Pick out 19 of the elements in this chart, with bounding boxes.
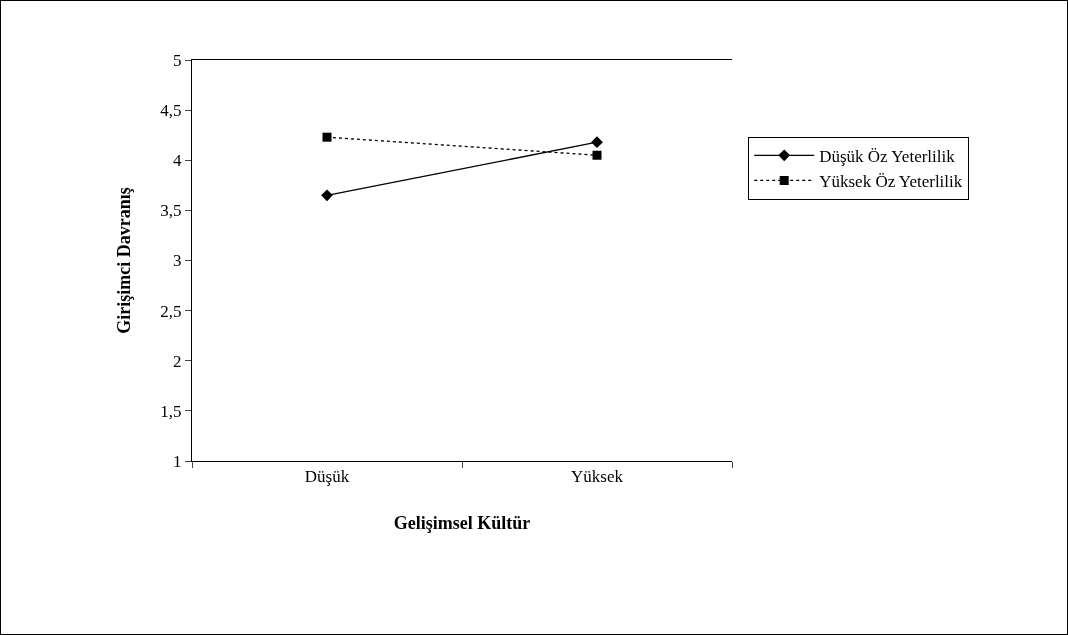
point	[322, 132, 332, 142]
point	[591, 136, 603, 149]
y-tick-label: 5	[173, 50, 182, 70]
legend-label: Yüksek Öz Yeterlilik	[819, 172, 963, 192]
y-axis-title: Girişimci Davranış	[113, 187, 134, 334]
x-axis-title: Gelişimsel Kültür	[393, 512, 531, 533]
y-tick-label: 3	[173, 251, 182, 271]
y-tick-label: 1,5	[160, 401, 182, 421]
x-tick-label: Düşük	[304, 467, 350, 487]
y-tick-label: 4,5	[160, 101, 182, 121]
y-tick-label: 4	[173, 151, 183, 171]
y-tick-label: 2,5	[160, 301, 182, 321]
x-tick-label: Yüksek	[571, 467, 624, 487]
legend-label: Düşük Öz Yeterlilik	[819, 146, 956, 166]
point	[592, 150, 602, 160]
y-tick-label: 2	[173, 351, 182, 371]
y-tick-label: 1	[173, 451, 182, 471]
point	[321, 189, 333, 202]
y-tick-label: 3,5	[160, 201, 182, 221]
